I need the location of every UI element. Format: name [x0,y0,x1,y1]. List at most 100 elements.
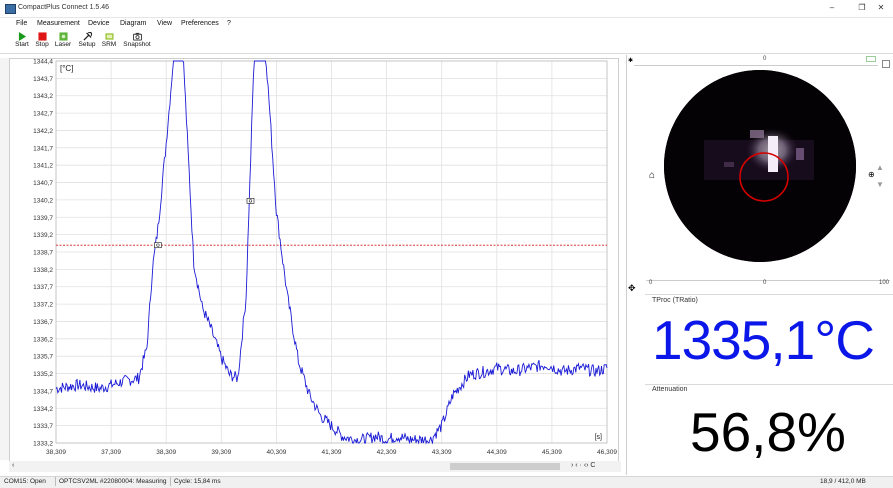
snapshot-button[interactable]: Snapshot [121,32,153,52]
menu-view[interactable]: View [157,20,173,27]
status-bar [0,476,893,488]
snapshot-markers [154,197,255,249]
y-tick-label: 1341,2 [33,163,53,170]
title-bar [0,0,893,18]
setup-button[interactable]: Setup [76,32,98,52]
window-title: CompactPlus Connect 1.5.46 [18,4,110,11]
y-unit-label: [°C] [60,64,73,73]
y-tick-label: 1342,2 [33,128,53,135]
crosshair-icon[interactable]: ✱ [628,58,634,64]
y-tick-label: 1343,2 [33,93,53,100]
y-tick-label: 1334,7 [33,388,53,395]
y-tick-label: 1337,2 [33,302,53,309]
status-port: COM15: Open [4,478,46,485]
top-ruler-zero: 0 [763,56,767,62]
status-memory: 18,9 / 412,0 MB [820,478,866,485]
x-tick-label: 37,309 [101,449,121,456]
menu-measurement[interactable]: Measurement [37,20,80,27]
y-tick-label: 1335,2 [33,371,53,378]
snapshot-label: Snapshot [123,41,151,48]
app-icon [5,4,16,14]
attenuation-label: Attenuation [652,386,688,393]
move-icon[interactable]: ✥ [628,283,636,293]
chart-area[interactable]: 1344,4 1343,7 1343,2 1342,7 1342,2 1341,7 1341… [9,58,619,462]
bottom-ruler-right: 100 [879,280,890,286]
toolbar [0,31,893,54]
stop-button[interactable]: Stop [33,32,51,52]
y-tick-label: 1342,7 [33,111,53,118]
y-tick-label: 1333,7 [33,423,53,430]
zoom-down-icon[interactable]: ▼ [876,180,884,189]
status-separator [55,477,56,486]
x-tick-label: 38,309 [156,449,176,456]
scroll-controls[interactable]: › ‹ · ‹› C [571,462,596,469]
status-cycle: Cycle: 15,84 ms [174,478,221,485]
srm-button[interactable]: SRM [100,32,118,52]
y-tick-label: 1341,7 [33,145,53,152]
start-button[interactable]: Start [12,32,32,52]
y-tick-label: 1339,2 [33,232,53,239]
y-axis: 1344,4 1343,7 1343,2 1342,7 1342,2 1341,7 1341… [33,59,53,448]
close-button[interactable]: ✕ [877,3,885,12]
camera-top-ruler [634,57,878,66]
x-tick-label: 43,309 [432,449,452,456]
laser-label: Laser [54,41,72,48]
menu-device[interactable]: Device [88,20,110,27]
srm-label: SRM [101,41,117,48]
snapshot-marker-icon[interactable] [246,197,255,204]
scroll-left-icon[interactable]: ‹ [12,462,15,469]
camera-bottom-ruler [646,280,890,289]
x-tick-label: 40,309 [266,449,286,456]
x-tick-label: 46,309 [597,449,617,456]
menu-help[interactable]: ? [227,20,231,27]
attenuation-panel [645,384,893,473]
plot-border [55,60,608,444]
x-tick-label: 41,309 [322,449,342,456]
temperature-chart[interactable]: 1344,4 1343,7 1343,2 1342,7 1342,2 1341,7 1341… [10,59,618,461]
x-unit-label: [s] [595,434,602,441]
y-tick-label: 1338,7 [33,250,53,257]
minimize-button[interactable]: – [829,3,835,12]
temperature-series-line [55,60,608,445]
y-tick-label: 1340,7 [33,180,53,187]
chart-grid [55,60,608,444]
x-tick-label: 42,309 [377,449,397,456]
attenuation-value: 56,8% [690,401,846,463]
laser-icon [58,32,68,41]
status-device: OPTCSV2ML #22080004: Measuring [59,478,167,485]
y-tick-label: 1333,2 [33,441,53,448]
maximize-button[interactable]: ❐ [858,3,866,12]
setup-label: Setup [78,41,96,48]
y-tick-label: 1337,7 [33,284,53,291]
bottom-ruler-mid: 0 [763,280,767,286]
bottom-ruler-left: 0 [649,280,653,286]
wrench-icon [82,32,92,41]
zoom-icon[interactable]: ⊕ [868,170,875,179]
camera-option-checkbox[interactable] [882,60,890,68]
tproc-panel [645,294,893,378]
camera-icon [132,32,142,41]
camera-view[interactable] [664,70,856,262]
x-tick-label: 38,309 [46,449,66,456]
menu-preferences[interactable]: Preferences [181,20,219,27]
play-icon [18,32,26,41]
menu-diagram[interactable]: Diagram [120,20,147,27]
horizontal-scrollbar[interactable] [9,461,621,472]
ruler-marker [866,56,876,62]
stop-label: Stop [35,41,49,48]
y-tick-label: 1340,2 [33,197,53,204]
horizontal-scroll-thumb[interactable] [450,463,560,470]
zoom-up-icon[interactable]: ▲ [876,163,884,172]
laser-button[interactable]: Laser [53,32,73,52]
y-tick-label: 1338,2 [33,267,53,274]
menu-file[interactable]: File [16,20,28,27]
x-tick-label: 44,309 [487,449,507,456]
y-tick-label: 1336,7 [33,319,53,326]
mouse-left-icon[interactable]: ⌂ [649,170,656,181]
stop-icon [37,32,47,41]
tproc-value: 1335,1°C [652,309,875,371]
y-tick-label: 1343,7 [33,76,53,83]
snapshot-marker-icon[interactable] [154,242,162,249]
camera-image [664,70,856,262]
y-tick-label: 1334,2 [33,406,53,413]
